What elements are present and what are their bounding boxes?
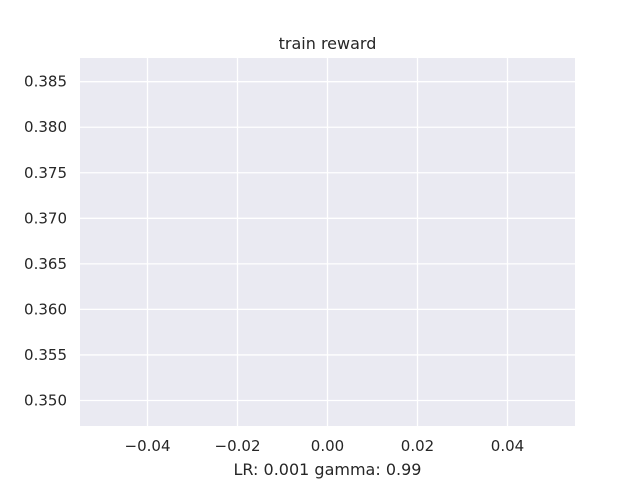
x-tick-label: −0.02 (215, 437, 261, 455)
x-tick-label: −0.04 (125, 437, 171, 455)
chart-title: train reward (279, 34, 377, 53)
y-tick-label: 0.355 (24, 346, 67, 364)
y-tick-labels: 0.350 0.355 0.360 0.365 0.370 0.375 0.380 0.385 (24, 73, 67, 410)
y-tick-label: 0.375 (24, 164, 67, 182)
y-tick-label: 0.380 (24, 118, 67, 136)
x-tick-label: 0.04 (491, 437, 524, 455)
y-tick-label: 0.365 (24, 255, 67, 273)
x-tick-label: 0.02 (401, 437, 434, 455)
x-tick-label: 0.00 (311, 437, 344, 455)
grid-lines (80, 58, 575, 426)
x-tick-labels: −0.04 −0.02 0.00 0.02 0.04 (125, 437, 525, 455)
x-axis-label: LR: 0.001 gamma: 0.99 (234, 460, 422, 479)
y-tick-label: 0.350 (24, 391, 67, 409)
y-tick-label: 0.360 (24, 300, 67, 318)
y-tick-label: 0.370 (24, 209, 67, 227)
y-tick-label: 0.385 (24, 73, 67, 91)
